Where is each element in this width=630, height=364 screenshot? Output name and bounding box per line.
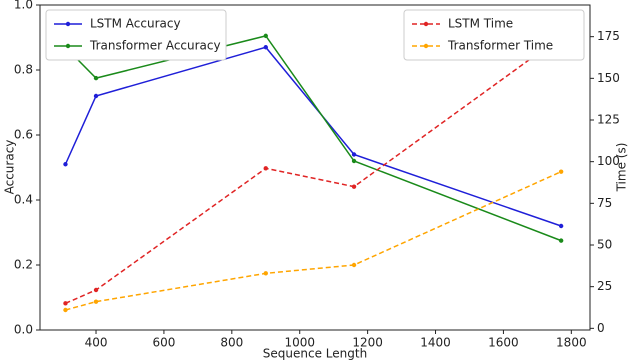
x-tick-label: 1200	[352, 336, 383, 350]
legend-label: LSTM Time	[448, 17, 513, 31]
x-tick-label: 1600	[488, 336, 519, 350]
y-tick-label: 0.2	[14, 258, 33, 272]
legend-marker	[65, 21, 71, 27]
x-tick-label: 600	[152, 336, 175, 350]
y2-tick-label: 0	[597, 321, 605, 335]
point	[263, 33, 268, 39]
point	[93, 287, 99, 293]
y-tick-label: 1.0	[14, 0, 33, 12]
point	[351, 184, 357, 189]
legend-box	[45, 9, 227, 61]
y2-tick-label: 150	[597, 71, 620, 85]
x-axis-label: Sequence Length	[263, 347, 367, 361]
legend-box	[403, 9, 585, 61]
y2-tick-label: 125	[597, 113, 620, 127]
x-tick-label: 1800	[556, 336, 587, 350]
point	[263, 271, 268, 276]
legend-label: Transformer Accuracy	[89, 39, 221, 53]
point	[263, 166, 268, 171]
y-tick-label: 0.0	[14, 323, 33, 337]
point	[63, 301, 68, 306]
legend-marker	[65, 43, 71, 49]
point	[558, 223, 564, 229]
y-tick-label: 0.8	[14, 63, 33, 77]
point	[93, 93, 99, 99]
y2-tick-label: 50	[597, 238, 612, 252]
series-line	[64, 35, 562, 242]
point	[93, 75, 99, 81]
y-tick-label: 0.6	[14, 128, 33, 142]
y2-axis-label: Time (s)	[615, 143, 629, 193]
legend-marker	[423, 21, 429, 27]
x-tick-label: 400	[85, 336, 108, 350]
series-line	[65, 170, 562, 311]
y2-tick-label: 25	[597, 279, 612, 293]
point	[63, 162, 68, 167]
x-tick-label: 1400	[420, 336, 451, 350]
point	[558, 169, 564, 174]
point	[351, 158, 357, 164]
y2-tick-label: 100	[597, 154, 620, 168]
point	[558, 238, 564, 243]
legend-marker	[423, 43, 429, 49]
point	[63, 307, 68, 313]
y2-tick-label: 175	[597, 29, 620, 43]
x-tick-label: 1000	[284, 336, 315, 350]
plot-frame	[39, 4, 591, 331]
point	[263, 45, 268, 50]
series-line	[64, 46, 562, 227]
y-tick-label: 0.4	[14, 193, 33, 207]
legend-label: Transformer Time	[447, 39, 553, 53]
point	[93, 299, 99, 304]
series-line	[65, 36, 562, 305]
point	[351, 262, 357, 268]
x-tick-label: 800	[220, 336, 243, 350]
point	[351, 152, 357, 157]
legend-label: LSTM Accuracy	[90, 17, 181, 31]
y2-tick-label: 75	[597, 196, 612, 210]
y-axis-label: Accuracy	[3, 140, 17, 195]
